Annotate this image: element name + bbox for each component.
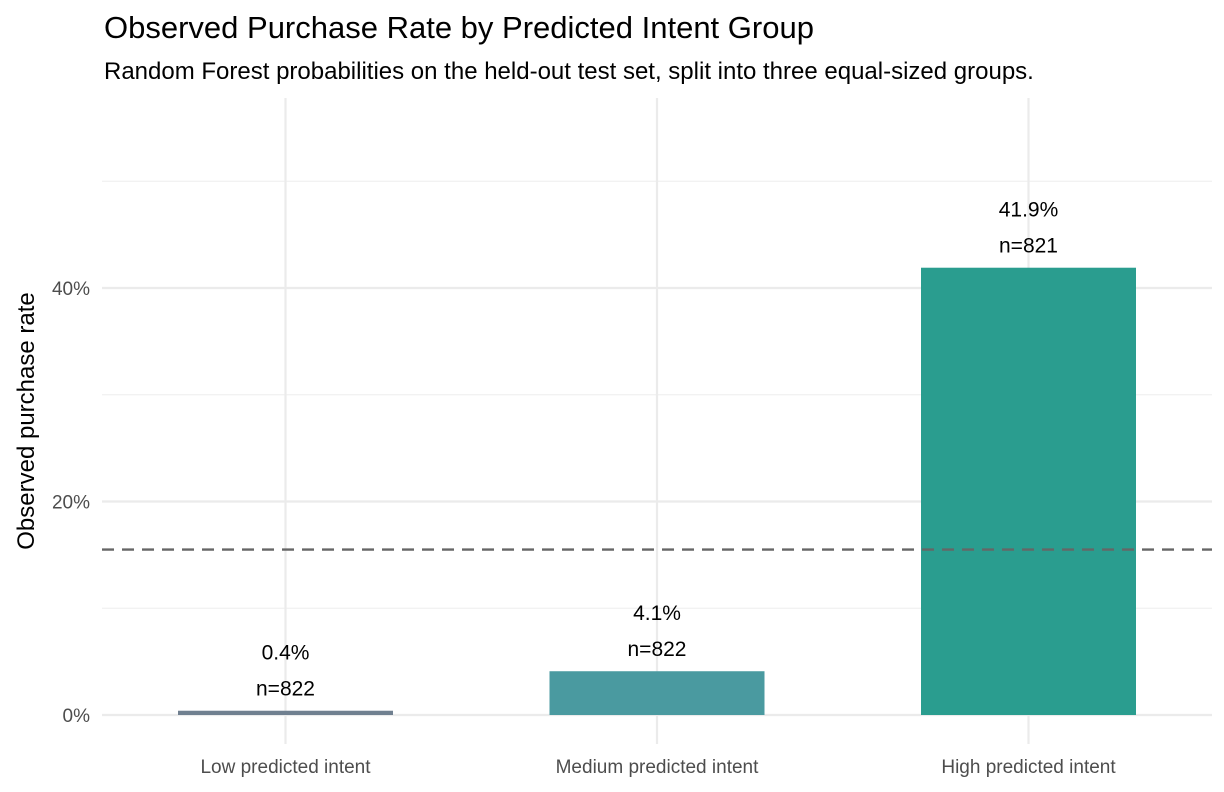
y-axis-title: Observed purchase rate (13, 292, 40, 549)
y-tick-label: 0% (63, 706, 91, 727)
x-tick-label: Medium predicted intent (556, 757, 759, 778)
value-label: 0.4% (262, 642, 310, 665)
n-label: n=822 (256, 678, 315, 701)
bar-labels: 0.4% n=822 4.1% n=822 41.9% n=821 (256, 199, 1058, 701)
x-axis: Low predicted intent Medium predicted int… (200, 757, 1116, 778)
bar (921, 267, 1136, 715)
chart-title: Observed Purchase Rate by Predicted Inte… (104, 10, 814, 45)
y-tick-label: 20% (52, 493, 90, 514)
y-axis: 0% 20% 40% (52, 279, 90, 727)
x-tick-label: Low predicted intent (200, 757, 371, 778)
n-label: n=821 (999, 235, 1058, 258)
value-label: 41.9% (999, 199, 1059, 222)
n-label: n=822 (628, 638, 687, 661)
value-label: 4.1% (633, 602, 681, 625)
bar (549, 671, 765, 715)
bar (178, 710, 393, 715)
bars (178, 267, 1136, 715)
x-tick-label: High predicted intent (941, 757, 1116, 778)
chart-subtitle: Random Forest probabilities on the held-… (104, 58, 1034, 85)
y-tick-label: 40% (52, 279, 90, 300)
